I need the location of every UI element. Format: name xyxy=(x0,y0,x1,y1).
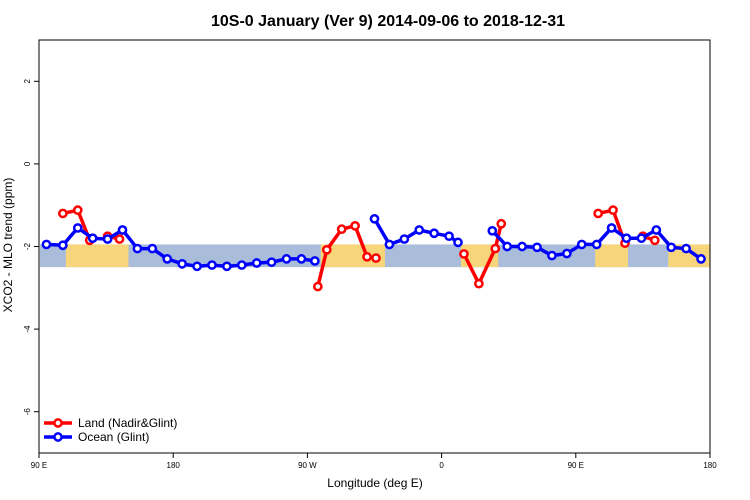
ocean-data-point xyxy=(681,243,691,254)
ocean-data-point xyxy=(666,242,677,253)
ocean-data-point xyxy=(147,243,158,254)
ocean-data-point xyxy=(310,256,320,266)
ocean-data-point xyxy=(576,239,587,250)
ocean-data-point xyxy=(384,239,395,250)
x-tick-label: 90 E xyxy=(568,461,584,470)
ocean-data-point xyxy=(102,234,113,244)
land-data-point xyxy=(114,234,125,244)
ocean-data-point xyxy=(444,231,454,242)
land-data-point xyxy=(608,205,618,216)
y-axis-label: XCO2 - MLO trend (ppm) xyxy=(1,178,15,313)
x-tick-label: 180 xyxy=(167,461,181,470)
land-data-point xyxy=(496,218,507,229)
ocean-data-point xyxy=(453,237,463,248)
ocean-data-point xyxy=(517,241,527,252)
ocean-data-point xyxy=(636,233,647,244)
y-tick-label: -2 xyxy=(23,242,32,250)
land-data-point xyxy=(459,249,469,259)
ocean-data-point xyxy=(236,260,247,270)
land-data-point xyxy=(474,278,484,289)
ocean-data-point xyxy=(487,225,498,236)
ocean-data-point xyxy=(369,213,380,224)
ocean-data-point xyxy=(296,254,307,264)
y-tick-label: 2 xyxy=(23,79,32,84)
ocean-data-point xyxy=(192,261,202,272)
ocean-data-point xyxy=(502,241,513,252)
y-tick-label: -6 xyxy=(23,408,32,416)
ocean-data-point xyxy=(696,254,706,264)
x-tick-label: 0 xyxy=(439,461,444,470)
land-band-3 xyxy=(595,244,628,268)
legend-ocean-label: Ocean (Glint) xyxy=(78,430,149,444)
ocean-data-point xyxy=(87,233,98,244)
land-data-point xyxy=(362,251,372,262)
land-data-point xyxy=(350,221,360,231)
ocean-data-point xyxy=(177,258,187,269)
ocean-data-point xyxy=(429,228,439,239)
x-axis-label: Longitude (deg E) xyxy=(327,476,422,490)
ocean-data-point xyxy=(266,257,277,268)
ocean-data-point xyxy=(251,258,262,268)
ocean-data-point xyxy=(606,223,617,233)
ocean-data-point xyxy=(547,250,557,261)
series-layer xyxy=(41,205,706,292)
x-tick-label: 180 xyxy=(703,461,717,470)
axes-layer: -6 -4 -2 0 2 90 E 180 90 W 0 90 E 180 xyxy=(23,39,717,470)
land-data-point xyxy=(72,205,83,216)
ocean-data-point xyxy=(591,239,602,250)
ocean-data-point xyxy=(532,242,542,253)
ocean-data-point xyxy=(399,234,410,244)
legend-ocean-marker xyxy=(53,432,63,442)
x-tick-label: 90 W xyxy=(298,461,317,470)
land-data-point xyxy=(490,243,501,254)
ocean-data-point xyxy=(117,225,128,235)
legend-land-marker xyxy=(53,418,63,428)
ocean-data-point xyxy=(414,225,425,235)
land-band-0 xyxy=(65,244,129,268)
land-band-1 xyxy=(320,244,385,268)
land-data-point xyxy=(336,224,347,235)
legend-land-label: Land (Nadir&Glint) xyxy=(78,416,177,430)
ocean-data-point xyxy=(621,233,632,244)
land-data-point xyxy=(312,281,323,292)
ocean-data-point xyxy=(281,254,292,264)
ocean-data-point xyxy=(162,254,173,264)
x-tick-label: 90 E xyxy=(31,461,47,470)
ocean-data-point xyxy=(58,240,68,251)
ocean-data-point xyxy=(132,243,143,254)
y-tick-label: 0 xyxy=(23,161,32,166)
land-data-point xyxy=(593,208,604,219)
land-data-point xyxy=(58,208,68,219)
ocean-data-point xyxy=(41,239,52,250)
chart-title: 10S-0 January (Ver 9) 2014-09-06 to 2018… xyxy=(211,13,565,30)
ocean-data-point xyxy=(72,223,83,233)
ocean-data-point xyxy=(651,225,662,235)
land-data-point xyxy=(371,253,381,263)
ocean-data-point xyxy=(207,260,217,270)
land-data-point xyxy=(321,244,332,255)
ocean-data-point xyxy=(562,248,572,259)
ocean-data-point xyxy=(222,261,232,272)
legend: Land (Nadir&Glint)Ocean (Glint) xyxy=(44,416,177,444)
y-tick-label: -4 xyxy=(23,325,32,333)
land-data-point xyxy=(649,235,660,246)
